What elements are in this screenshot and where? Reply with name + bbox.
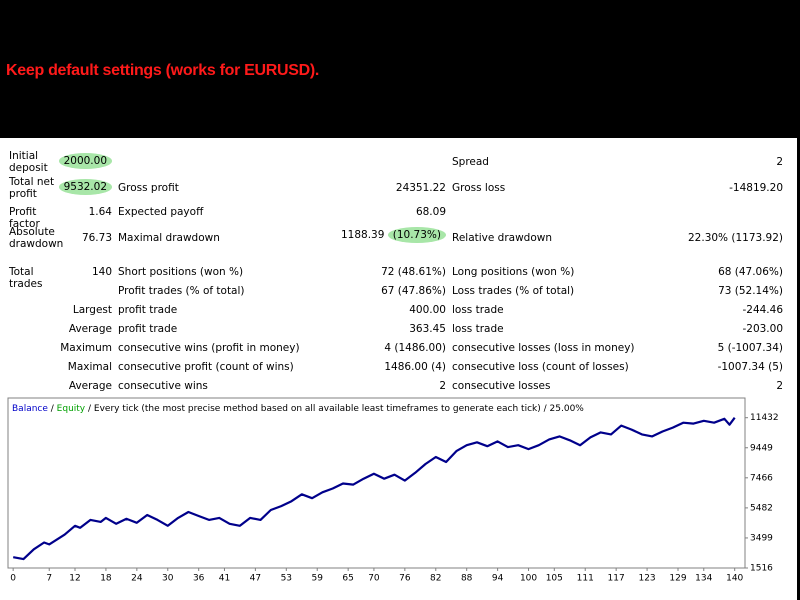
report-a: Total trades — [9, 266, 43, 290]
report-c: Loss trades (% of total) — [452, 285, 575, 297]
report-av: Maximum — [60, 342, 112, 354]
mode-label: Every tick (the most precise method base… — [94, 404, 541, 414]
report-bv: 1188.39 (10.73%) — [341, 227, 446, 243]
report-b: Profit trades (% of total) — [118, 285, 245, 297]
x-tick-label: 82 — [430, 574, 441, 584]
report-b: consecutive profit (count of wins) — [118, 361, 294, 373]
report-cv: -203.00 — [742, 323, 783, 335]
report-bv: 72 (48.61%) — [381, 266, 446, 278]
report-c: consecutive losses — [452, 380, 551, 392]
y-tick-label: 11432 — [750, 413, 779, 423]
report-av: Average — [68, 380, 112, 392]
report-c: Gross loss — [452, 182, 506, 194]
x-tick-label: 70 — [368, 574, 380, 584]
report-cv: 2 — [776, 156, 783, 168]
report-av: Average — [68, 323, 112, 335]
chart-header: Balance / Equity / Every tick (the most … — [12, 404, 584, 414]
report-av: Maximal — [67, 361, 112, 373]
x-tick-label: 94 — [492, 574, 504, 584]
report-av: 2000.00 — [58, 153, 112, 169]
report-cv: 22.30% (1173.92) — [688, 232, 783, 244]
x-tick-label: 36 — [193, 574, 205, 584]
report-b: consecutive wins — [118, 380, 208, 392]
x-tick-label: 24 — [131, 574, 143, 584]
report-c: Spread — [452, 156, 489, 168]
report-cv: 68 (47.06%) — [718, 266, 783, 278]
y-tick-label: 1516 — [750, 564, 773, 574]
report-bv: 1486.00 (4) — [384, 361, 446, 373]
x-tick-label: 7 — [46, 574, 52, 584]
report-av: Largest — [72, 304, 112, 316]
x-tick-label: 18 — [100, 574, 112, 584]
report-bv: 400.00 — [409, 304, 446, 316]
balance-line — [13, 417, 736, 561]
x-tick-label: 100 — [520, 574, 537, 584]
x-tick-label: 140 — [726, 574, 743, 584]
x-tick-label: 129 — [669, 574, 686, 584]
x-tick-label: 47 — [250, 574, 261, 584]
report-c: Relative drawdown — [452, 232, 553, 244]
report-bv: 363.45 — [409, 323, 446, 335]
x-tick-label: 0 — [10, 574, 16, 584]
report-av: 1.64 — [88, 206, 112, 218]
report-cv: -14819.20 — [729, 182, 783, 194]
report-av: 9532.02 — [58, 179, 112, 195]
x-tick-label: 12 — [69, 574, 80, 584]
report-cv: 2 — [776, 380, 783, 392]
report-bv: 68.09 — [415, 206, 446, 218]
balance-label: Balance — [12, 404, 48, 414]
x-tick-label: 30 — [162, 574, 174, 584]
report-value-highlight: (10.73%) — [387, 227, 446, 243]
plot-frame — [7, 397, 746, 569]
y-tick-label: 3499 — [750, 533, 773, 543]
x-tick-label: 65 — [342, 574, 353, 584]
report-b: profit trade — [118, 323, 178, 335]
x-tick-label: 105 — [546, 574, 563, 584]
y-tick-label: 9449 — [750, 443, 773, 453]
report-a: Absolute drawdown — [9, 226, 64, 250]
x-tick-label: 41 — [219, 574, 230, 584]
report-a: Total net profit — [9, 176, 55, 200]
report-bv: 2 — [439, 380, 446, 392]
y-tick-label: 7466 — [750, 473, 773, 483]
equity-label: Equity — [57, 404, 86, 414]
report-cv: 73 (52.14%) — [718, 285, 783, 297]
report-c: loss trade — [452, 323, 504, 335]
report-b: Short positions (won %) — [118, 266, 244, 278]
report-c: consecutive loss (count of losses) — [452, 361, 629, 373]
report-av: 76.73 — [81, 232, 112, 244]
report-bv: 4 (1486.00) — [384, 342, 446, 354]
report-value: 1188.39 — [341, 229, 385, 241]
report-av: 140 — [91, 266, 112, 278]
report-a: Profit factor — [9, 206, 40, 230]
report-c: Long positions (won %) — [452, 266, 575, 278]
report-cv: -1007.34 (5) — [717, 361, 783, 373]
report-c: loss trade — [452, 304, 504, 316]
report-c: consecutive losses (loss in money) — [452, 342, 635, 354]
x-tick-label: 76 — [399, 574, 411, 584]
report-b: consecutive wins (profit in money) — [118, 342, 300, 354]
report-b: profit trade — [118, 304, 178, 316]
x-tick-label: 111 — [577, 574, 594, 584]
report-b: Gross profit — [118, 182, 179, 194]
report-bv: 24351.22 — [395, 182, 446, 194]
report-b: Expected payoff — [118, 206, 204, 218]
x-tick-label: 88 — [461, 574, 473, 584]
slide-title: Keep default settings (works for EURUSD)… — [6, 62, 320, 79]
y-tick-label: 5482 — [750, 503, 773, 513]
x-tick-label: 53 — [281, 574, 292, 584]
x-tick-label: 123 — [638, 574, 655, 584]
report-cv: -244.46 — [742, 304, 783, 316]
report-b: Maximal drawdown — [118, 232, 220, 244]
report-bv: 67 (47.86%) — [381, 285, 446, 297]
x-tick-label: 59 — [312, 574, 324, 584]
x-tick-label: 134 — [695, 574, 712, 584]
scale-label: 25.00% — [550, 404, 585, 414]
x-tick-label: 117 — [608, 574, 625, 584]
report-cv: 5 (-1007.34) — [717, 342, 783, 354]
report-a: Initial deposit — [9, 150, 48, 174]
